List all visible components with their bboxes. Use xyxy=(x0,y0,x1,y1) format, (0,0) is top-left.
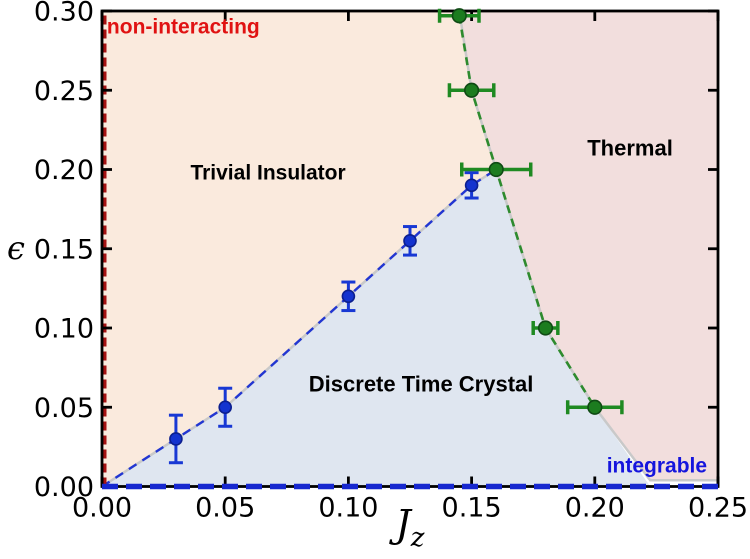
x-tick-label: 0.15 xyxy=(442,493,502,524)
x-tick-label: 0.05 xyxy=(195,493,255,524)
y-axis-label: ϵ xyxy=(7,229,25,267)
x-tick-label: 0.10 xyxy=(318,493,378,524)
data-point-dtc-trivial-boundary-points xyxy=(169,432,183,446)
data-point-thermal-boundary-points xyxy=(488,161,504,178)
y-tick-label: 0.15 xyxy=(34,234,94,265)
region-discrete-time-crystal xyxy=(102,169,651,487)
label-trivial-insulator: Trivial Insulator xyxy=(190,161,345,184)
y-tick-label: 0.10 xyxy=(34,314,94,345)
label-integrable: integrable xyxy=(607,454,707,477)
data-point-thermal-boundary-points xyxy=(464,82,480,98)
region-trivial-insulator xyxy=(102,11,497,487)
x-tick-label: 0.25 xyxy=(688,493,748,524)
data-point-dtc-trivial-boundary-points xyxy=(403,234,417,248)
x-axis-label-sub: z xyxy=(410,523,425,553)
region-thermal xyxy=(459,11,718,481)
x-axis-label: Jz xyxy=(102,502,718,553)
data-point-thermal-boundary-points xyxy=(537,320,554,336)
y-tick-label: 0.30 xyxy=(34,0,94,28)
y-tick-label: 0.00 xyxy=(34,472,94,503)
y-tick-label: 0.25 xyxy=(34,76,94,107)
label-thermal: Thermal xyxy=(587,136,673,161)
y-tick-label: 0.20 xyxy=(34,155,94,186)
data-point-dtc-trivial-boundary-points xyxy=(341,289,356,304)
y-tick-label: 0.05 xyxy=(34,393,94,424)
x-axis-label-main: J xyxy=(395,502,411,546)
x-tick-label: 0.20 xyxy=(565,493,625,524)
x-tick-label: 0.00 xyxy=(72,493,132,524)
data-point-dtc-trivial-boundary-points xyxy=(464,178,479,193)
data-point-thermal-boundary-points xyxy=(451,8,467,24)
label-non-interacting: non-interacting xyxy=(107,15,260,38)
label-discrete-time-crystal: Discrete Time Crystal xyxy=(309,372,534,397)
data-point-dtc-trivial-boundary-points xyxy=(218,400,232,415)
data-point-thermal-boundary-points xyxy=(587,399,603,415)
